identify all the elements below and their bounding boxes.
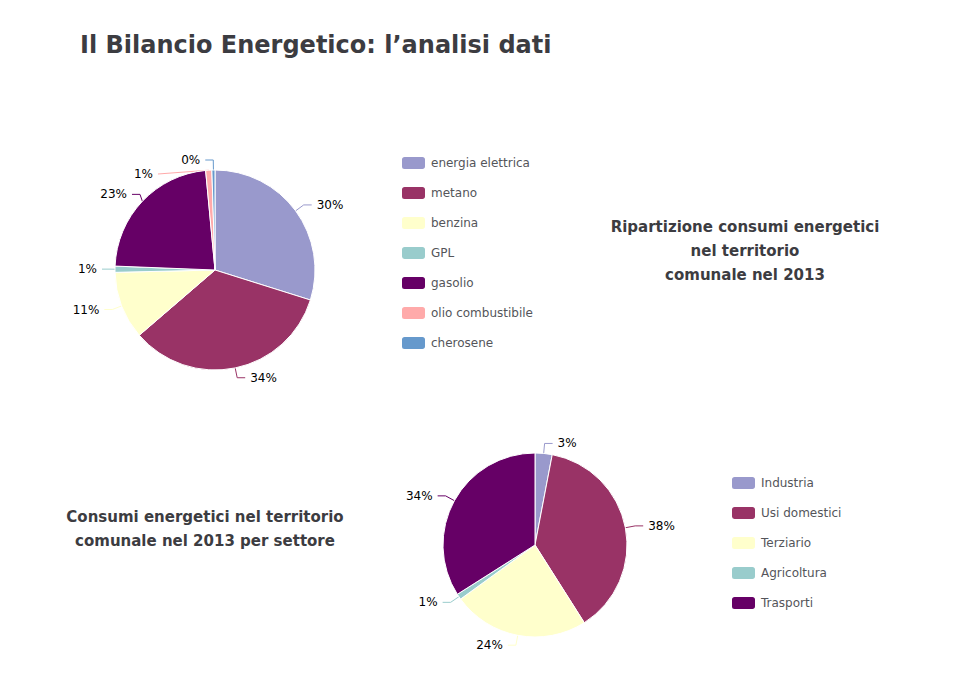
svg-text:1%: 1% [419, 595, 438, 609]
svg-text:23%: 23% [100, 187, 127, 201]
svg-text:comunale nel 2013 per settore: comunale nel 2013 per settore [75, 532, 335, 550]
svg-text:24%: 24% [476, 638, 503, 652]
svg-text:Terziario: Terziario [760, 536, 811, 550]
svg-text:Consumi energetici nel territo: Consumi energetici nel territorio [66, 508, 343, 526]
svg-text:metano: metano [431, 186, 477, 200]
svg-text:comunale nel 2013: comunale nel 2013 [665, 266, 825, 284]
svg-text:Ripartizione consumi energetic: Ripartizione consumi energetici [611, 218, 880, 236]
svg-text:Industria: Industria [761, 476, 814, 490]
svg-text:GPL: GPL [431, 246, 455, 260]
svg-text:olio combustibile: olio combustibile [431, 306, 533, 320]
svg-text:Agricoltura: Agricoltura [761, 566, 827, 580]
svg-text:cherosene: cherosene [431, 336, 493, 350]
svg-text:nel territorio: nel territorio [691, 242, 800, 260]
svg-text:energia elettrica: energia elettrica [431, 156, 530, 170]
svg-text:11%: 11% [73, 303, 100, 317]
svg-text:Usi domestici: Usi domestici [761, 506, 841, 520]
svg-text:Trasporti: Trasporti [760, 596, 813, 610]
svg-text:30%: 30% [317, 198, 344, 212]
svg-text:1%: 1% [134, 167, 153, 181]
svg-text:1%: 1% [78, 262, 97, 276]
svg-text:3%: 3% [558, 436, 577, 450]
svg-text:benzina: benzina [431, 216, 478, 230]
svg-text:0%: 0% [181, 153, 200, 167]
svg-text:gasolio: gasolio [431, 276, 474, 290]
svg-text:34%: 34% [250, 371, 277, 385]
svg-text:34%: 34% [406, 489, 433, 503]
svg-text:38%: 38% [648, 519, 675, 533]
svg-text:Il Bilancio Energetico: l’anal: Il Bilancio Energetico: l’analisi dati [80, 31, 551, 59]
